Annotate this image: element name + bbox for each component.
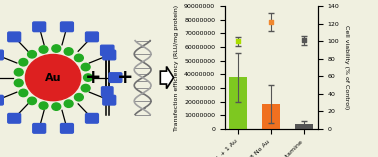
Circle shape bbox=[14, 79, 23, 87]
Circle shape bbox=[28, 97, 36, 105]
FancyBboxPatch shape bbox=[33, 124, 46, 133]
Circle shape bbox=[81, 63, 90, 71]
Circle shape bbox=[64, 100, 73, 107]
Circle shape bbox=[39, 46, 48, 53]
Circle shape bbox=[19, 89, 28, 97]
FancyBboxPatch shape bbox=[103, 50, 116, 60]
Circle shape bbox=[25, 54, 81, 101]
Text: +: + bbox=[117, 68, 133, 87]
FancyBboxPatch shape bbox=[85, 32, 98, 42]
FancyBboxPatch shape bbox=[33, 22, 46, 32]
FancyBboxPatch shape bbox=[85, 114, 98, 123]
FancyBboxPatch shape bbox=[60, 124, 73, 133]
FancyBboxPatch shape bbox=[0, 95, 3, 105]
FancyBboxPatch shape bbox=[0, 50, 3, 60]
Circle shape bbox=[74, 54, 83, 62]
Circle shape bbox=[52, 103, 61, 110]
Circle shape bbox=[64, 48, 73, 55]
Bar bbox=[262, 104, 280, 129]
Circle shape bbox=[28, 51, 36, 58]
Circle shape bbox=[39, 102, 48, 109]
Text: +: + bbox=[85, 68, 101, 87]
FancyBboxPatch shape bbox=[8, 114, 21, 123]
FancyBboxPatch shape bbox=[60, 22, 73, 32]
FancyBboxPatch shape bbox=[101, 45, 114, 55]
Circle shape bbox=[19, 59, 28, 66]
FancyBboxPatch shape bbox=[8, 32, 21, 42]
Point bbox=[268, 21, 274, 23]
Y-axis label: Cell viability (% of Control): Cell viability (% of Control) bbox=[344, 25, 349, 110]
Circle shape bbox=[52, 45, 61, 52]
Text: Au: Au bbox=[45, 73, 61, 83]
Circle shape bbox=[14, 68, 23, 76]
FancyBboxPatch shape bbox=[102, 87, 113, 96]
FancyBboxPatch shape bbox=[109, 73, 122, 82]
Circle shape bbox=[84, 74, 93, 81]
Circle shape bbox=[81, 84, 90, 92]
Bar bbox=[295, 124, 313, 129]
Point bbox=[301, 39, 307, 42]
Circle shape bbox=[74, 94, 83, 101]
Point bbox=[235, 40, 241, 43]
Bar bbox=[229, 77, 247, 129]
Polygon shape bbox=[160, 67, 174, 89]
FancyBboxPatch shape bbox=[103, 95, 116, 105]
Y-axis label: Transfection efficiency (RLU/mg protein): Transfection efficiency (RLU/mg protein) bbox=[174, 4, 178, 131]
